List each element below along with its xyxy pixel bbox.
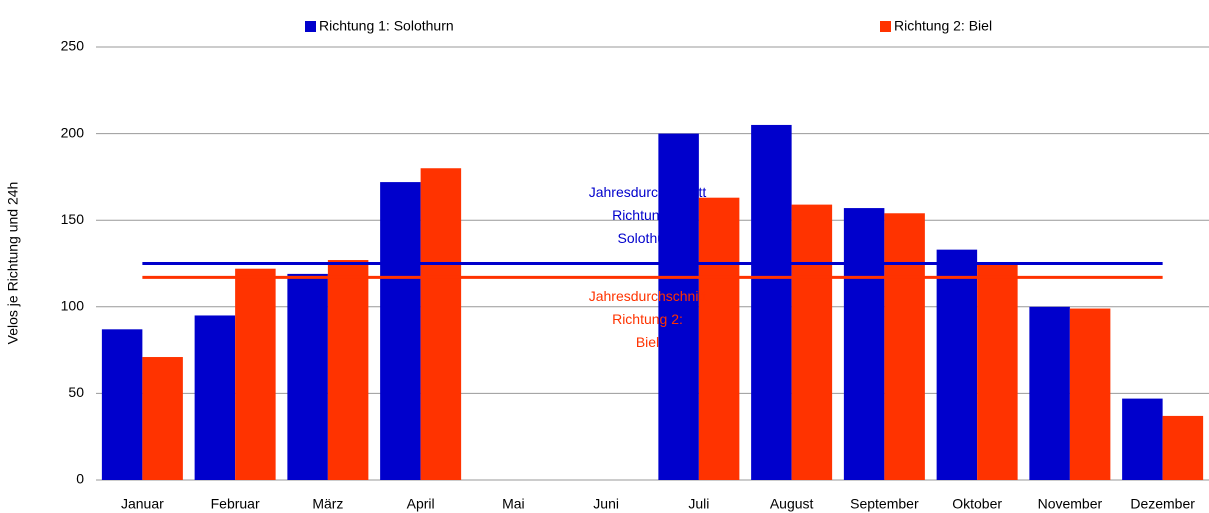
legend-label: Richtung 2: Biel bbox=[894, 18, 992, 34]
legend-label: Richtung 1: Solothurn bbox=[319, 18, 454, 34]
y-tick-label: 150 bbox=[61, 211, 85, 227]
y-axis-label: Velos je Richtung und 24h bbox=[5, 182, 21, 345]
average-label: Jahresdurchschnitt bbox=[589, 288, 707, 304]
y-tick-label: 200 bbox=[61, 124, 85, 140]
x-tick-label: Juli bbox=[688, 496, 709, 512]
bar bbox=[1029, 306, 1070, 480]
bar bbox=[1122, 398, 1163, 480]
y-tick-label: 250 bbox=[61, 38, 85, 54]
average-label: Solothurn bbox=[618, 230, 678, 246]
y-tick-label: 100 bbox=[61, 298, 85, 314]
x-tick-label: Februar bbox=[211, 496, 260, 512]
bar bbox=[1162, 415, 1204, 480]
x-tick-label: Oktober bbox=[952, 496, 1002, 512]
x-tick-label: September bbox=[850, 496, 919, 512]
bar bbox=[194, 315, 236, 480]
average-label: Biel bbox=[636, 334, 659, 350]
bar bbox=[751, 124, 792, 480]
x-tick-label: Januar bbox=[121, 496, 164, 512]
bar bbox=[658, 133, 699, 480]
average-label: Richtung 1: bbox=[612, 207, 683, 223]
x-tick-label: Juni bbox=[593, 496, 619, 512]
average-label: Jahresdurchschnitt bbox=[589, 184, 707, 200]
x-tick-label: März bbox=[312, 496, 343, 512]
x-tick-label: Dezember bbox=[1130, 496, 1195, 512]
bar bbox=[380, 182, 421, 480]
x-tick-label: Mai bbox=[502, 496, 525, 512]
bar bbox=[884, 213, 925, 480]
x-tick-label: November bbox=[1038, 496, 1103, 512]
bar bbox=[977, 263, 1018, 480]
bar bbox=[327, 260, 369, 480]
bar bbox=[287, 273, 328, 480]
bar bbox=[420, 168, 462, 481]
bar bbox=[791, 204, 833, 480]
average-label: Richtung 2: bbox=[612, 311, 683, 327]
bar bbox=[101, 329, 143, 480]
bar bbox=[698, 197, 740, 480]
bar bbox=[1069, 308, 1111, 480]
x-tick-label: April bbox=[407, 496, 435, 512]
y-tick-label: 50 bbox=[68, 384, 84, 400]
y-tick-label: 0 bbox=[76, 471, 84, 487]
bar bbox=[843, 208, 885, 481]
bar bbox=[142, 357, 183, 480]
bar bbox=[936, 249, 978, 480]
legend-swatch bbox=[305, 21, 316, 32]
legend-swatch bbox=[880, 21, 891, 32]
bar bbox=[235, 268, 276, 480]
x-tick-label: August bbox=[770, 496, 814, 512]
